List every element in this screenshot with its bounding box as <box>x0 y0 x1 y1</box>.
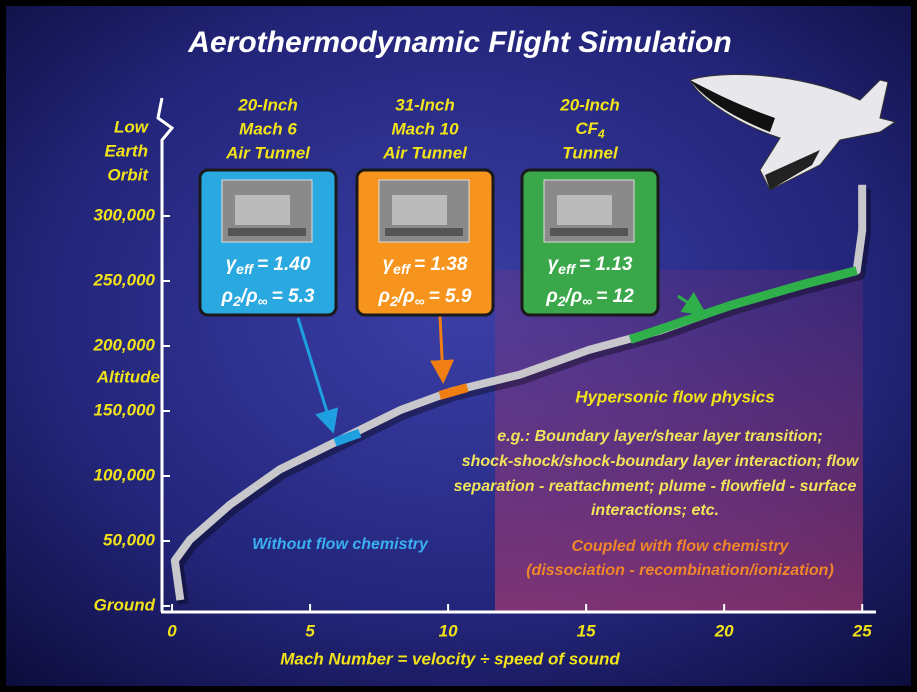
y-tick-label: 250,000 <box>93 270 156 289</box>
subscript: 2 <box>232 293 241 309</box>
tunnel-photo-detail <box>392 195 447 225</box>
x-axis-label: Mach Number = velocity ÷ speed of sound <box>280 649 620 668</box>
y-tick-label: 150,000 <box>94 400 156 419</box>
symbol: /ρ <box>240 286 258 307</box>
tunnel-title: Tunnel <box>562 143 619 162</box>
subscript: ∞ <box>582 293 592 309</box>
tunnel-photo-detail <box>385 228 463 236</box>
subscript: ∞ <box>415 293 425 309</box>
subscript: 2 <box>389 293 398 309</box>
symbol: ρ <box>378 286 391 307</box>
physics-line: separation - reattachment; plume - flowf… <box>454 478 857 495</box>
subscript: eff <box>236 261 254 277</box>
y-tick-label: Ground <box>94 595 156 614</box>
physics-line: shock-shock/shock-boundary layer interac… <box>462 453 860 470</box>
symbol: /ρ <box>565 286 583 307</box>
symbol: /ρ <box>397 286 415 307</box>
ratio-value: = 12 <box>596 286 634 307</box>
tunnel-photo-detail <box>228 228 306 236</box>
tunnel-title: 20-Inch <box>237 95 298 114</box>
without-chemistry: Without flow chemistry <box>252 536 429 553</box>
x-tick-label: 25 <box>852 621 872 640</box>
tunnel-title: Mach 6 <box>239 119 297 138</box>
y-tick-label: 300,000 <box>94 205 156 224</box>
tunnel-title: Air Tunnel <box>225 143 311 162</box>
tunnel-photo-detail <box>557 195 612 225</box>
x-tick-label: 15 <box>577 621 596 640</box>
subscript: 2 <box>557 293 566 309</box>
symbol: ρ <box>545 286 558 307</box>
gamma-value: = 1.13 <box>579 254 633 275</box>
physics-title: Hypersonic flow physics <box>575 387 774 406</box>
gamma-value: = 1.38 <box>414 254 468 275</box>
subscript: eff <box>393 261 411 277</box>
ratio-value: = 5.3 <box>272 286 315 307</box>
y-tick-label: 50,000 <box>103 530 156 549</box>
x-tick-label: 20 <box>714 621 734 640</box>
subscript: 4 <box>597 127 605 141</box>
physics-line: interactions; etc. <box>591 502 719 519</box>
orbit-label: Orbit <box>107 165 149 184</box>
tunnel-title: Air Tunnel <box>382 143 468 162</box>
gamma-value: = 1.40 <box>257 254 311 275</box>
tunnel-title-part: CF <box>575 119 598 138</box>
y-tick-label: 200,000 <box>93 335 156 354</box>
slide: Aerothermodynamic Flight Simulation Mach… <box>0 0 917 692</box>
title: Aerothermodynamic Flight Simulation <box>187 26 731 59</box>
x-tick-label: 0 <box>167 621 177 640</box>
coupled-chemistry: Coupled with flow chemistry <box>572 538 790 555</box>
tunnel-photo-detail <box>550 228 628 236</box>
ratio-value: = 5.9 <box>429 286 472 307</box>
tunnel-title: 20-Inch <box>559 95 620 114</box>
x-tick-label: 10 <box>439 621 458 640</box>
x-tick-label: 5 <box>305 621 315 640</box>
y-tick-label: 100,000 <box>94 465 156 484</box>
orbit-label: Earth <box>105 141 148 160</box>
orbit-label: Low <box>114 117 150 136</box>
tunnel-title: Mach 10 <box>391 119 459 138</box>
tunnel-title: 31-Inch <box>395 95 455 114</box>
subscript: ∞ <box>258 293 268 309</box>
subscript: eff <box>558 261 576 277</box>
coupled-detail: (dissociation - recombination/ionization… <box>526 562 834 579</box>
symbol: ρ <box>221 286 234 307</box>
tunnel-photo-detail <box>235 195 290 225</box>
physics-line: e.g.: Boundary layer/shear layer transit… <box>497 428 822 445</box>
y-axis-label: Altitude <box>96 367 160 386</box>
